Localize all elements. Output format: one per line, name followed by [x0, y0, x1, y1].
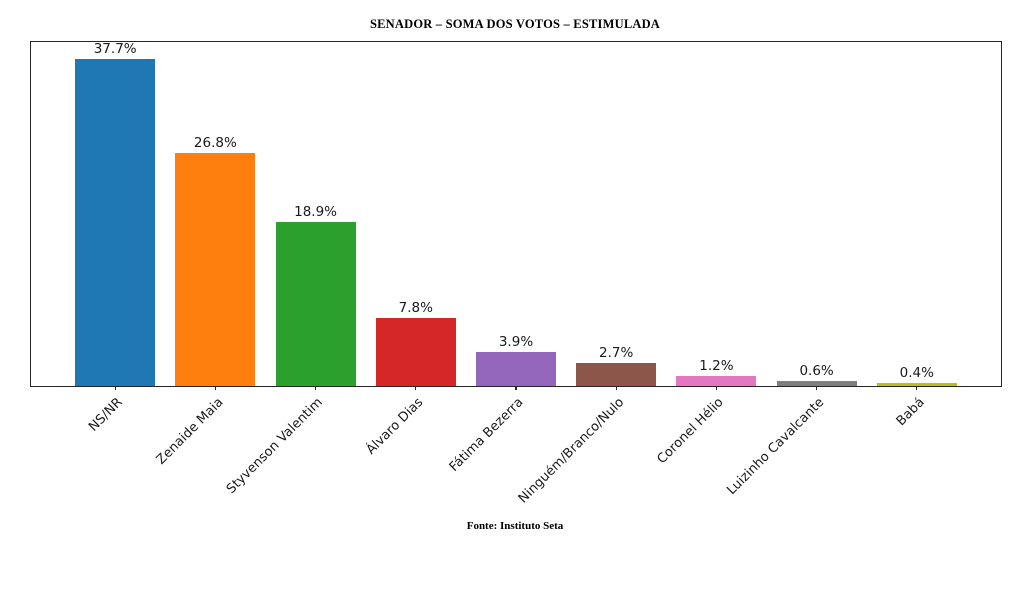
bar-value-label-5: 2.7%	[599, 344, 634, 361]
bar-value-label-8: 0.4%	[899, 364, 934, 381]
x-tick-label-8: Babá	[893, 395, 928, 430]
x-tick-label-1: Zenaide Maia	[153, 395, 226, 468]
source-note: Fonte: Instituto Seta	[466, 520, 564, 532]
bar-value-label-7: 0.6%	[799, 362, 834, 379]
bar-value-label-4: 3.9%	[498, 334, 534, 351]
x-tick-2	[314, 386, 317, 390]
bar-2	[275, 221, 356, 386]
bar-6	[676, 375, 757, 386]
bar-7	[776, 380, 857, 386]
x-tick-label-0: NS/NR	[86, 395, 126, 435]
x-tick-6	[715, 386, 717, 390]
bar-value-label-0: 37.7%	[93, 40, 137, 57]
bar-value-label-3: 7.8%	[398, 300, 433, 317]
x-tick-3	[415, 386, 417, 390]
x-tick-label-4: Fátima Bezerra	[446, 395, 527, 475]
x-tick-label-7: Luizinho Cavalcante	[724, 395, 828, 498]
bar-5	[576, 362, 657, 386]
bar-value-label-1: 26.8%	[193, 135, 237, 152]
x-tick-7	[816, 386, 818, 390]
x-tick-label-2: Styvenson Valentim	[224, 395, 327, 497]
bar-value-label-6: 1.2%	[699, 357, 734, 374]
plot-area: 37.7% NS/NR 26.8% Zenaide Maia 18.9% Styvenso…	[30, 40, 1002, 506]
x-tick-5	[615, 386, 617, 390]
x-tick-label-6: Coronel Hélio	[654, 395, 728, 468]
bar-3	[375, 318, 456, 386]
x-tick-1	[214, 386, 216, 390]
bar-value-label-2: 18.9%	[294, 203, 338, 220]
x-tick-8	[916, 386, 918, 390]
x-tick-label-5: Ninguém/Branco/Nulo	[515, 395, 627, 507]
chart-title: SENADOR – SOMA DOS VOTOS – ESTIMULADA	[369, 17, 661, 31]
x-tick-0	[114, 386, 116, 390]
bar-4	[475, 352, 557, 386]
bar-1	[175, 153, 256, 386]
bar-8	[876, 382, 957, 386]
x-tick-label-3: Álvaro Dias	[363, 395, 427, 458]
bar-0	[75, 58, 156, 386]
x-tick-4	[515, 386, 517, 390]
